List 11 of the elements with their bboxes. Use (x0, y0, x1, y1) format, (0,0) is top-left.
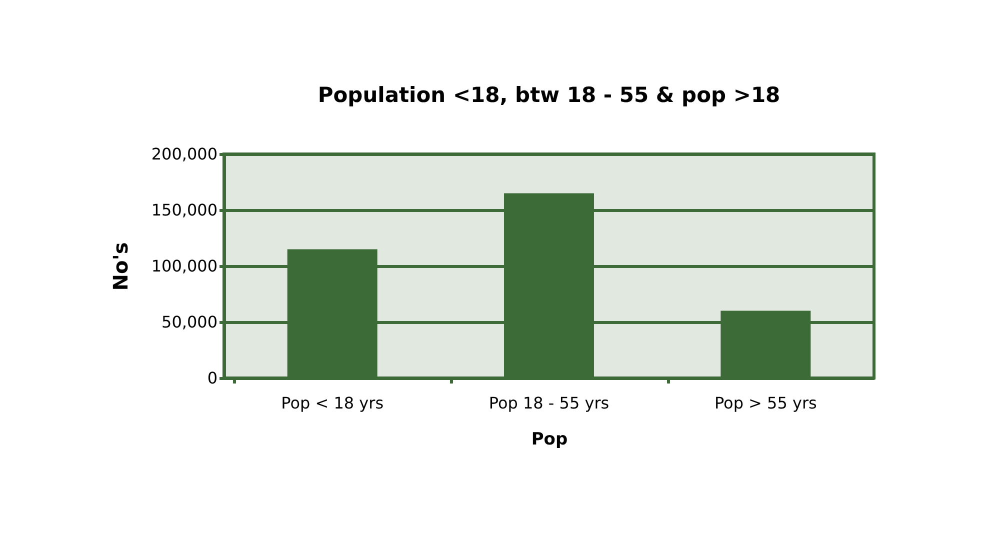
y-tick-label: 0 (207, 368, 218, 388)
chart-title: Population <18, btw 18 - 55 & pop >18 (318, 83, 780, 107)
y-axis-title: No's (108, 242, 132, 291)
y-tick-label: 150,000 (151, 200, 218, 220)
x-tick-label: Pop > 55 yrs (714, 394, 817, 412)
x-tick-label: Pop 18 - 55 yrs (488, 394, 610, 412)
y-tick-label: 50,000 (162, 312, 218, 332)
x-axis-title: Pop (531, 430, 568, 450)
x-tick-label: Pop < 18 yrs (281, 394, 384, 412)
y-tick-label: 200,000 (151, 144, 218, 164)
y-tick-label: 100,000 (151, 256, 218, 276)
